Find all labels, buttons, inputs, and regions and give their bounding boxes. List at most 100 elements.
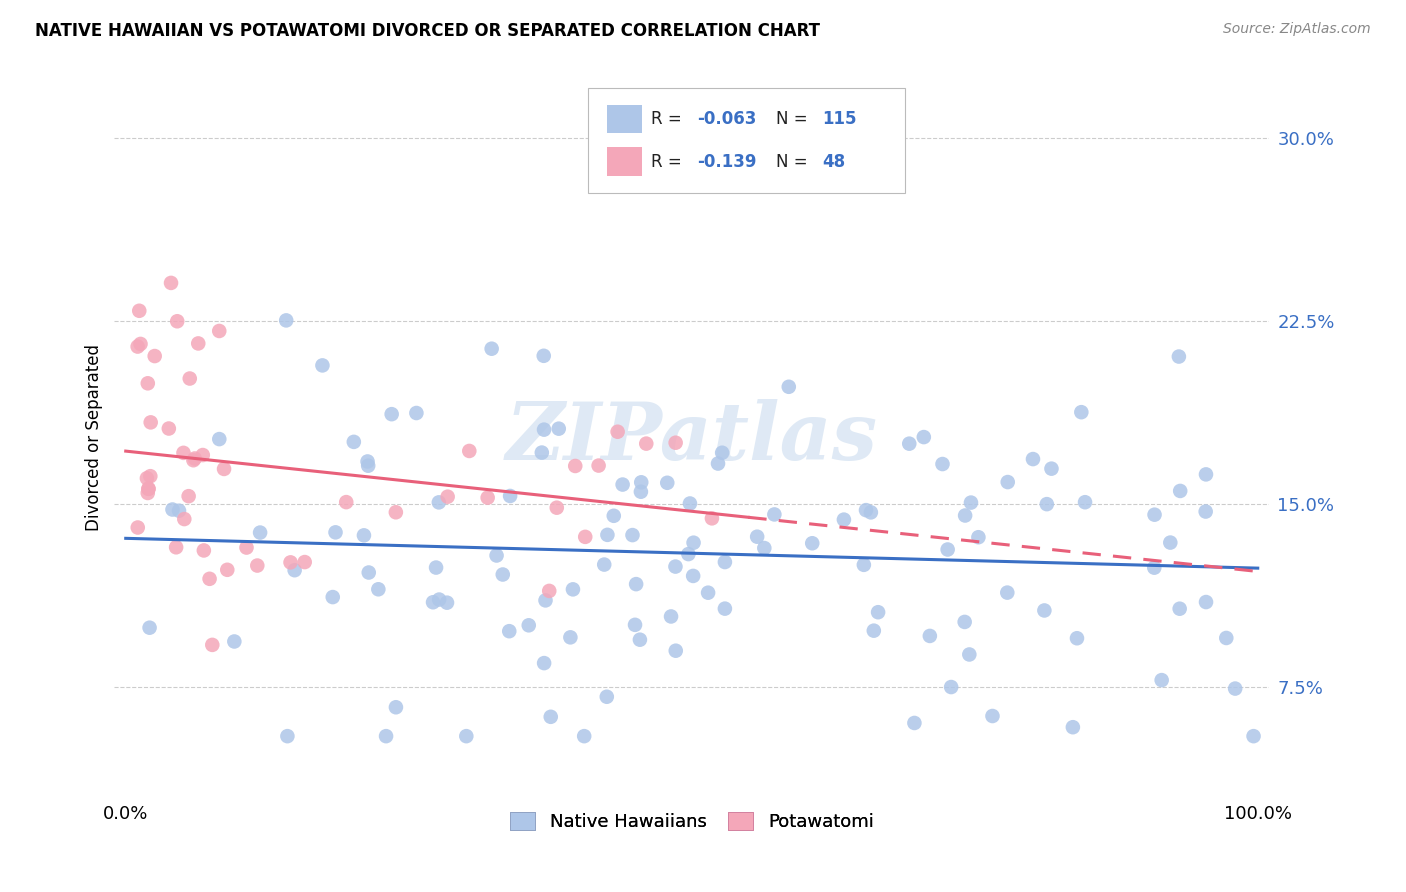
Point (485, 549, 508, 563)
Point (143, 349, 166, 363)
Point (1195, 467, 1218, 482)
Point (385, 700, 408, 714)
Point (498, 624, 520, 639)
Point (1150, 673, 1173, 687)
Point (1223, 681, 1246, 696)
Point (276, 729, 298, 743)
Point (700, 511, 723, 525)
Point (157, 421, 180, 435)
Point (436, 490, 458, 504)
Text: 48: 48 (823, 153, 845, 170)
Point (128, 303, 150, 318)
Point (596, 690, 619, 704)
Point (697, 585, 720, 599)
Point (657, 475, 679, 490)
Point (217, 563, 239, 577)
Point (859, 505, 882, 519)
Point (136, 486, 159, 500)
Point (177, 489, 200, 503)
Point (754, 541, 776, 555)
Point (682, 535, 704, 549)
Point (167, 504, 190, 518)
Point (198, 572, 221, 586)
Point (224, 634, 246, 648)
Point (335, 495, 357, 509)
Point (682, 569, 704, 583)
Point (612, 477, 634, 491)
Point (898, 436, 921, 450)
Point (801, 536, 824, 550)
Point (960, 495, 983, 509)
Text: N =: N = (776, 110, 813, 128)
Point (664, 559, 686, 574)
Point (953, 615, 976, 629)
Point (139, 469, 162, 483)
Point (967, 530, 990, 544)
Point (179, 371, 201, 385)
Point (939, 680, 962, 694)
Point (603, 508, 626, 523)
Point (707, 457, 730, 471)
Point (533, 656, 555, 670)
Point (1167, 350, 1189, 364)
Point (593, 558, 616, 572)
Point (1159, 535, 1181, 549)
Point (353, 528, 375, 542)
Point (481, 342, 503, 356)
Point (249, 525, 271, 540)
Point (659, 609, 682, 624)
Point (596, 528, 619, 542)
Point (852, 558, 875, 572)
Point (172, 446, 194, 460)
Point (212, 462, 235, 476)
Point (997, 475, 1019, 489)
Point (714, 601, 737, 615)
Point (165, 541, 187, 555)
Point (936, 542, 959, 557)
Point (636, 436, 658, 450)
Point (855, 503, 877, 517)
Point (499, 489, 522, 503)
Point (325, 525, 347, 540)
Point (530, 445, 553, 459)
Point (711, 446, 734, 460)
Point (127, 340, 149, 354)
Point (953, 508, 976, 523)
Point (540, 710, 562, 724)
Point (276, 313, 298, 327)
Point (160, 276, 183, 290)
Point (679, 496, 702, 510)
Point (1066, 632, 1088, 646)
Point (138, 621, 160, 635)
Point (162, 502, 184, 516)
Point (630, 484, 652, 499)
Point (208, 432, 231, 446)
Point (630, 475, 652, 490)
Point (678, 547, 700, 561)
Text: ZIPatlas: ZIPatlas (506, 399, 877, 476)
Point (868, 605, 890, 619)
Point (201, 638, 224, 652)
Legend: Native Hawaiians, Potawatomi: Native Hawaiians, Potawatomi (502, 805, 882, 838)
Point (1168, 483, 1191, 498)
Point (665, 435, 688, 450)
Point (606, 425, 628, 439)
Point (534, 593, 557, 607)
Point (193, 543, 215, 558)
Point (533, 349, 555, 363)
Point (624, 617, 647, 632)
Point (385, 505, 408, 519)
Point (832, 513, 855, 527)
Point (235, 541, 257, 555)
Point (1143, 508, 1166, 522)
Point (294, 555, 316, 569)
Point (1195, 595, 1218, 609)
Point (931, 457, 953, 471)
Point (903, 716, 925, 731)
Point (139, 416, 162, 430)
Point (1062, 720, 1084, 734)
Point (778, 380, 800, 394)
Point (425, 560, 447, 574)
Point (311, 359, 333, 373)
Text: -0.063: -0.063 (697, 110, 756, 128)
